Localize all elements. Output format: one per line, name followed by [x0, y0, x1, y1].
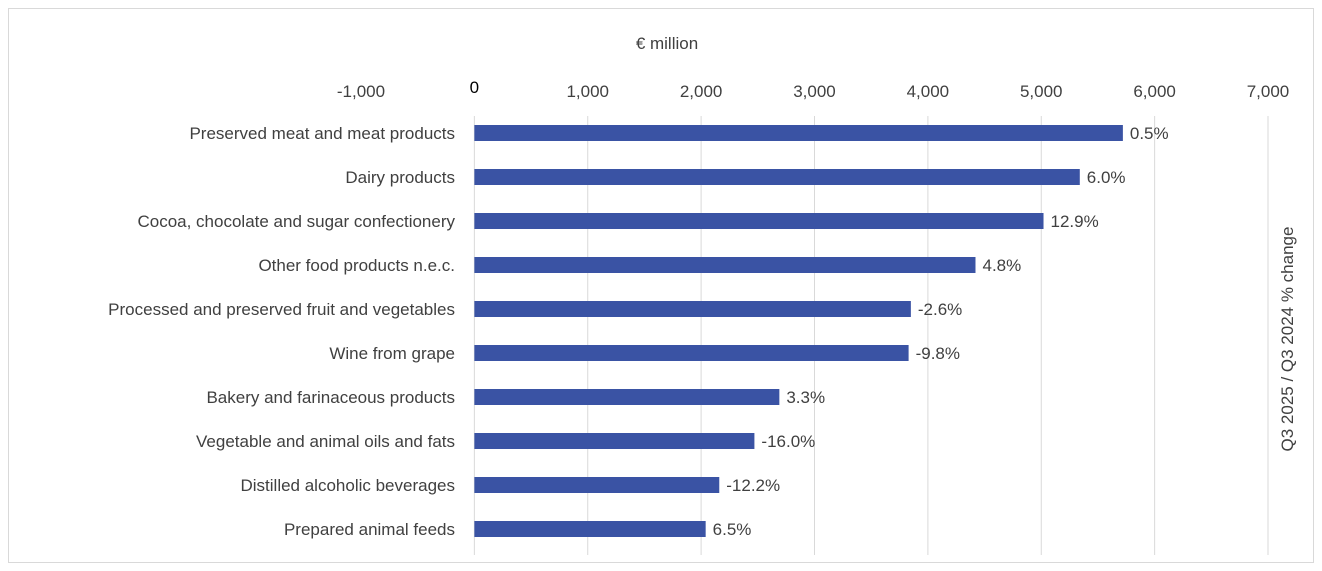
- bar: [474, 477, 720, 493]
- bar: [474, 521, 706, 537]
- category-label: Other food products n.e.c.: [258, 256, 455, 275]
- bar: [474, 257, 976, 273]
- bar: [474, 169, 1080, 185]
- category-label: Vegetable and animal oils and fats: [196, 432, 455, 451]
- x-tick-label: -1,000: [337, 82, 385, 101]
- x-tick-label: 7,000: [1247, 82, 1290, 101]
- data-label: -9.8%: [916, 344, 960, 363]
- category-label: Bakery and farinaceous products: [206, 388, 455, 407]
- x-axis-title: € million: [636, 34, 698, 53]
- x-tick-label: 0: [470, 78, 479, 97]
- bar: [474, 345, 909, 361]
- category-label: Cocoa, chocolate and sugar confectionery: [137, 212, 455, 231]
- bar: [474, 433, 755, 449]
- x-tick-label: 3,000: [793, 82, 836, 101]
- data-labels: 0.5% 6.0% 12.9% 4.8% -2.6% -9.8% 3.3% -16.0% -12…: [713, 124, 1169, 539]
- category-label: Processed and preserved fruit and vegeta…: [108, 300, 455, 319]
- bar: [474, 125, 1123, 141]
- data-label: -12.2%: [726, 476, 780, 495]
- category-label: Dairy products: [345, 168, 455, 187]
- bar: [474, 213, 1044, 229]
- bar-chart: -1,000 0 1,000 2,000 3,000 4,000 5,000 6,000 7,0…: [108, 34, 1297, 555]
- x-tick-label: 4,000: [907, 82, 950, 101]
- right-axis-title: Q3 2025 / Q3 2024 % change: [1278, 227, 1297, 452]
- category-labels: Preserved meat and meat products Dairy pr…: [108, 124, 455, 539]
- chart-frame: -1,000 0 1,000 2,000 3,000 4,000 5,000 6,000 7,0…: [8, 8, 1314, 563]
- data-label: -16.0%: [761, 432, 815, 451]
- x-tick-label: 2,000: [680, 82, 723, 101]
- gridlines: [473, 116, 1269, 555]
- data-label: 6.0%: [1087, 168, 1126, 187]
- data-label: 12.9%: [1051, 212, 1099, 231]
- bar: [474, 301, 911, 317]
- x-tick-label: 5,000: [1020, 82, 1063, 101]
- x-tick-labels: -1,000 0 1,000 2,000 3,000 4,000 5,000 6,000 7,0…: [337, 78, 1289, 101]
- data-label: 6.5%: [713, 520, 752, 539]
- x-tick-label: 1,000: [566, 82, 609, 101]
- data-label: 0.5%: [1130, 124, 1169, 143]
- x-tick-label: 6,000: [1133, 82, 1176, 101]
- data-label: 3.3%: [786, 388, 825, 407]
- category-label: Wine from grape: [329, 344, 455, 363]
- category-label: Distilled alcoholic beverages: [240, 476, 455, 495]
- bar: [474, 389, 780, 405]
- bars: [474, 125, 1123, 537]
- category-label: Preserved meat and meat products: [189, 124, 455, 143]
- data-label: 4.8%: [982, 256, 1021, 275]
- data-label: -2.6%: [918, 300, 962, 319]
- category-label: Prepared animal feeds: [284, 520, 455, 539]
